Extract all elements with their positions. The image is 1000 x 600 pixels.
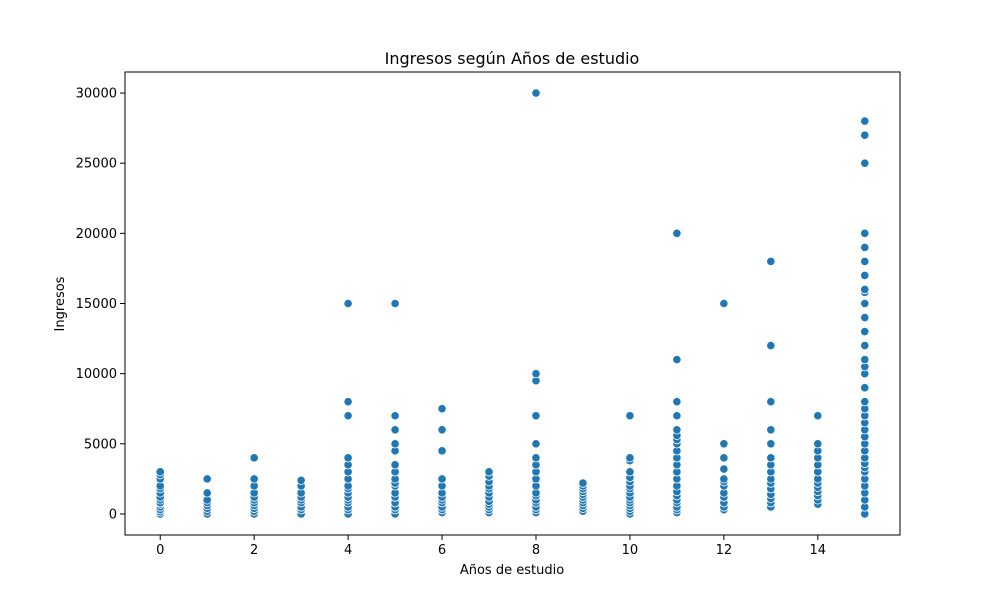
data-point [672,355,682,365]
data-point [437,446,447,456]
data-point [625,467,635,477]
data-point [672,228,682,238]
data-point [860,158,870,168]
data-point [860,397,870,407]
data-point [437,425,447,435]
x-tick-label: 8 [532,543,540,558]
data-point [531,369,541,379]
data-point [531,439,541,449]
data-point [860,383,870,393]
data-point [343,453,353,463]
data-point [343,298,353,309]
data-point [719,298,729,309]
data-point [766,397,776,407]
data-point [766,256,776,267]
x-axis-title: Años de estudio [460,563,564,578]
data-point [343,411,353,421]
data-point [390,298,400,309]
data-point [343,397,353,407]
y-tick-label: 20000 [76,227,117,242]
data-point [860,298,870,309]
x-tick-label: 0 [156,543,164,558]
data-point [390,411,400,421]
data-point [578,478,588,488]
x-tick-label: 2 [250,543,258,558]
data-point [625,411,635,421]
x-tick-label: 10 [622,543,639,558]
data-point [531,453,541,463]
data-point [860,256,870,267]
data-point [860,130,870,140]
data-point [719,474,729,484]
data-point [531,411,541,421]
y-axis-ticks: 0 5000 10000 15000 20000 25000 30000 [76,87,125,522]
data-point [860,242,870,252]
data-point [672,425,682,435]
data-point [390,439,400,449]
data-point [813,439,823,449]
x-tick-label: 6 [438,543,446,558]
data-point [719,453,729,463]
data-point [719,439,729,449]
data-point [719,464,729,474]
plot-area-frame [124,71,901,536]
y-axis-title: Ingresos [53,276,68,331]
data-point [860,340,870,351]
data-point [860,326,870,337]
y-tick-label: 0 [109,507,117,522]
data-point [860,270,870,281]
x-tick-label: 4 [344,543,352,558]
data-point [766,439,776,449]
data-point [860,312,870,323]
data-point [860,355,870,365]
data-point [202,474,212,484]
data-point [484,467,494,477]
points-layer [155,88,870,519]
chart-title: Ingresos según Años de estudio [385,49,640,68]
y-tick-label: 30000 [76,87,117,102]
y-tick-label: 5000 [84,437,117,452]
x-tick-label: 12 [716,543,733,558]
data-point [531,88,541,98]
x-axis-ticks: 0 2 4 6 8 10 12 14 [156,535,826,558]
data-point [813,411,823,421]
data-point [766,340,776,351]
data-point [860,228,870,238]
y-tick-label: 15000 [76,297,117,312]
data-point [202,488,212,498]
data-point [155,467,165,477]
data-point [672,397,682,407]
data-point [766,425,776,435]
data-point [625,453,635,463]
data-point [390,460,400,470]
data-point [249,474,259,484]
data-point [766,453,776,463]
y-tick-label: 25000 [76,157,117,172]
data-point [390,425,400,435]
data-point [672,411,682,421]
data-point [860,116,870,126]
data-point [437,404,447,414]
y-tick-label: 10000 [76,367,117,382]
data-point [860,284,870,295]
data-point [296,475,306,485]
data-point [249,453,259,463]
x-tick-label: 14 [810,543,827,558]
data-point [437,474,447,484]
